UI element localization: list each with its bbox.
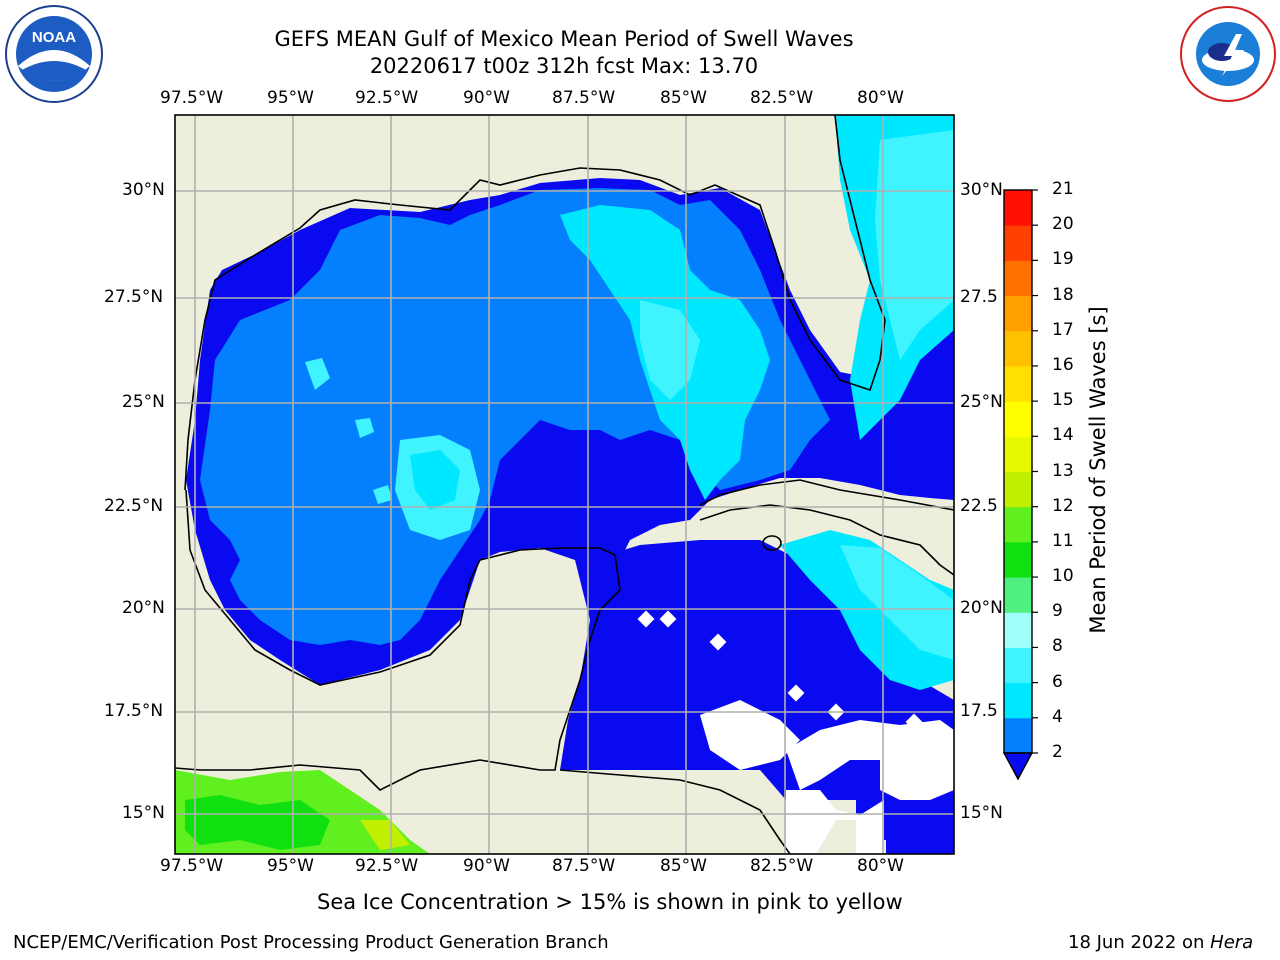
y-tick-left: 25°N — [122, 392, 165, 412]
colorbar-band — [1004, 260, 1032, 297]
x-tick-top: 95°W — [267, 88, 314, 108]
graticule — [175, 115, 954, 854]
colorbar-tick-label: 13 — [1052, 460, 1074, 481]
x-tick-top: 97.5°W — [160, 88, 224, 108]
credit-branch: NCEP/EMC/Verification Post Processing Pr… — [13, 932, 609, 953]
credit-date: 18 Jun 2022 on Hera — [1068, 932, 1254, 953]
colorbar-band — [1004, 577, 1032, 613]
x-tick-bottom: 80°W — [857, 856, 904, 876]
x-tick-top: 85°W — [660, 88, 707, 108]
y-tick-right: 17.5 — [960, 701, 998, 721]
x-tick-top: 82.5°W — [750, 88, 814, 108]
coastline — [175, 115, 954, 854]
x-tick-top: 90°W — [463, 88, 510, 108]
y-tick-right: 27.5 — [960, 287, 998, 307]
y-tick-left: 22.5°N — [104, 496, 164, 516]
x-tick-bottom: 82.5°W — [750, 856, 814, 876]
y-tick-left: 30°N — [122, 180, 165, 200]
y-tick-left: 20°N — [122, 598, 165, 618]
colorbar-tick-label: 20 — [1052, 214, 1074, 235]
sea-ice-note: Sea Ice Concentration > 15% is shown in … — [317, 890, 903, 914]
colorbar-tick-label: 4 — [1052, 706, 1063, 727]
colorbar-tick-label: 8 — [1052, 636, 1063, 657]
colorbar-band — [1004, 365, 1032, 402]
colorbar-band — [1004, 541, 1032, 578]
colorbar-tick-label: 14 — [1052, 425, 1074, 446]
colorbar-tick-label: 6 — [1052, 671, 1063, 692]
colorbar-band — [1004, 330, 1032, 367]
x-tick-bottom: 95°W — [267, 856, 314, 876]
y-tick-left: 27.5°N — [104, 287, 164, 307]
colorbar — [1002, 189, 1038, 781]
colorbar-band — [1004, 190, 1032, 226]
x-tick-bottom: 97.5°W — [160, 856, 224, 876]
colorbar-band — [1004, 682, 1032, 719]
colorbar-tick-label: 16 — [1052, 354, 1074, 375]
colorbar-tick-label: 10 — [1052, 566, 1074, 587]
x-tick-bottom: 87.5°W — [552, 856, 616, 876]
colorbar-band — [1004, 506, 1032, 543]
x-tick-bottom: 92.5°W — [355, 856, 419, 876]
svg-text:NOAA: NOAA — [32, 29, 76, 46]
y-tick-right: 15°N — [960, 803, 1003, 823]
x-tick-bottom: 90°W — [463, 856, 510, 876]
map-subtitle: 20220617 t00z 312h fcst Max: 13.70 — [369, 54, 759, 78]
y-tick-left: 17.5°N — [104, 701, 164, 721]
y-tick-right: 30°N — [960, 180, 1003, 200]
colorbar-extend-triangle — [1002, 752, 1034, 781]
credit-host: Hera — [1210, 932, 1254, 953]
colorbar-tick-label: 12 — [1052, 495, 1074, 516]
colorbar-tick-label: 17 — [1052, 319, 1074, 340]
colorbar-band — [1004, 647, 1032, 684]
colorbar-tick-label: 11 — [1052, 530, 1074, 551]
y-tick-right: 20°N — [960, 598, 1003, 618]
colorbar-tick-label: 15 — [1052, 390, 1074, 411]
colorbar-label: Mean Period of Swell Waves [s] — [1086, 306, 1110, 634]
map-title: GEFS MEAN Gulf of Mexico Mean Period of … — [274, 27, 854, 51]
colorbar-band — [1004, 225, 1032, 261]
noaa-logo: NOAA — [5, 5, 103, 103]
colorbar-band — [1004, 612, 1032, 648]
colorbar-band — [1004, 401, 1032, 437]
colorbar-band — [1004, 717, 1032, 754]
colorbar-band — [1004, 295, 1032, 332]
y-tick-left: 15°N — [122, 803, 165, 823]
colorbar-tick-label: 2 — [1052, 742, 1063, 762]
x-tick-top: 80°W — [857, 88, 904, 108]
colorbar-tick-label: 18 — [1052, 284, 1074, 305]
colorbar-band — [1004, 471, 1032, 508]
y-tick-right: 22.5 — [960, 496, 998, 516]
y-tick-right: 25°N — [960, 392, 1003, 412]
nws-logo — [1180, 6, 1276, 102]
colorbar-tick-label: 19 — [1052, 249, 1074, 270]
x-tick-top: 87.5°W — [552, 88, 616, 108]
colorbar-tick-label: 9 — [1052, 601, 1063, 622]
x-tick-top: 92.5°W — [355, 88, 419, 108]
map-frame — [174, 114, 955, 855]
x-tick-bottom: 85°W — [660, 856, 707, 876]
colorbar-band — [1004, 436, 1032, 472]
colorbar-tick-label: 21 — [1052, 179, 1074, 199]
